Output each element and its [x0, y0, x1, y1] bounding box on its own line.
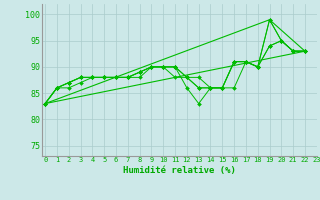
X-axis label: Humidité relative (%): Humidité relative (%): [123, 166, 236, 175]
